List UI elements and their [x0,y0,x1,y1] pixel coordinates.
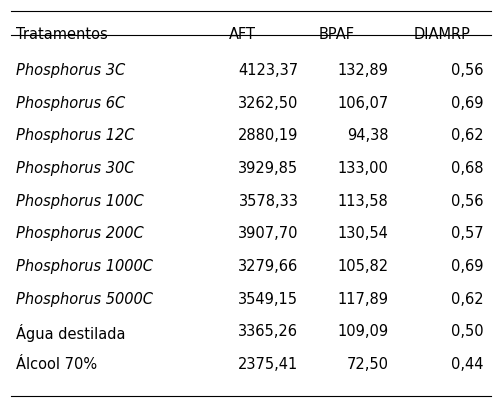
Text: 0,69: 0,69 [450,259,482,274]
Text: 132,89: 132,89 [337,63,387,78]
Text: 0,44: 0,44 [450,357,482,372]
Text: 0,56: 0,56 [450,194,482,209]
Text: 2880,19: 2880,19 [237,128,298,144]
Text: Tratamentos: Tratamentos [17,27,108,42]
Text: Phosphorus 6C: Phosphorus 6C [17,96,125,111]
Text: 3262,50: 3262,50 [237,96,298,111]
Text: Phosphorus 200C: Phosphorus 200C [17,227,144,241]
Text: 117,89: 117,89 [337,292,387,307]
Text: Phosphorus 12C: Phosphorus 12C [17,128,135,144]
Text: 3907,70: 3907,70 [237,227,298,241]
Text: 0,50: 0,50 [449,324,482,339]
Text: 106,07: 106,07 [336,96,387,111]
Text: Phosphorus 3C: Phosphorus 3C [17,63,125,78]
Text: 109,09: 109,09 [337,324,387,339]
Text: Água destilada: Água destilada [17,324,126,342]
Text: 3929,85: 3929,85 [238,161,298,176]
Text: DIAMRP: DIAMRP [412,27,469,42]
Text: 130,54: 130,54 [337,227,387,241]
Text: 3549,15: 3549,15 [238,292,298,307]
Text: 0,62: 0,62 [449,128,482,144]
Text: 3279,66: 3279,66 [237,259,298,274]
Text: Phosphorus 5000C: Phosphorus 5000C [17,292,153,307]
Text: 113,58: 113,58 [337,194,387,209]
Text: 0,57: 0,57 [449,227,482,241]
Text: 105,82: 105,82 [337,259,387,274]
Text: 3365,26: 3365,26 [238,324,298,339]
Text: 0,62: 0,62 [449,292,482,307]
Text: 72,50: 72,50 [346,357,387,372]
Text: 3578,33: 3578,33 [238,194,298,209]
Text: Álcool 70%: Álcool 70% [17,357,97,372]
Text: 0,69: 0,69 [450,96,482,111]
Text: 94,38: 94,38 [346,128,387,144]
Text: 0,56: 0,56 [450,63,482,78]
Text: 2375,41: 2375,41 [237,357,298,372]
Text: Phosphorus 1000C: Phosphorus 1000C [17,259,153,274]
Text: AFT: AFT [228,27,255,42]
Text: Phosphorus 30C: Phosphorus 30C [17,161,135,176]
Text: BPAF: BPAF [318,27,354,42]
Text: 133,00: 133,00 [337,161,387,176]
Text: Phosphorus 100C: Phosphorus 100C [17,194,144,209]
Text: 0,68: 0,68 [450,161,482,176]
Text: 4123,37: 4123,37 [238,63,298,78]
